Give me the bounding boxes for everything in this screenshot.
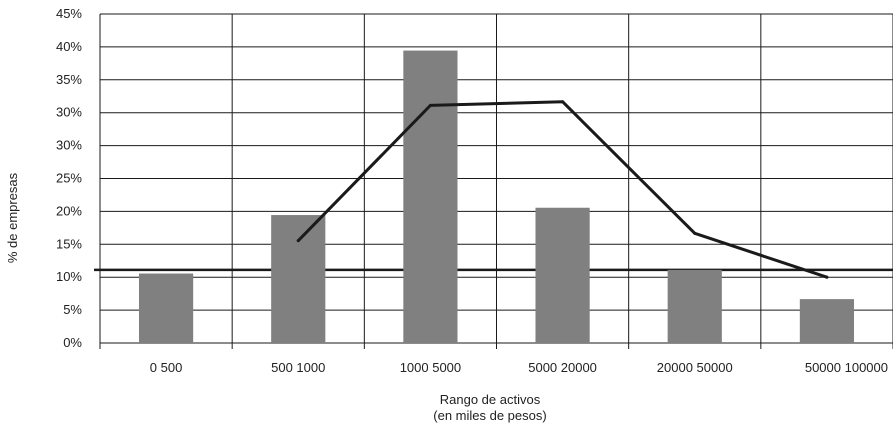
x-tick-label: 1000 5000	[400, 360, 461, 375]
y-tick-label: 30%	[56, 105, 82, 120]
x-tick-label: 5000 20000	[528, 360, 597, 375]
y-tick-label: 20%	[56, 203, 82, 218]
grid-layer	[94, 13, 893, 349]
x-tick-labels: 0 500 500 1000 1000 5000 5000 20000 20000 50…	[150, 360, 888, 375]
y-tick-label: 40%	[56, 39, 82, 54]
x-tick-label: 500 1000	[271, 360, 325, 375]
y-tick-label: 15%	[56, 236, 82, 251]
bar-4	[535, 207, 590, 343]
x-tick-label: 50000 100000	[805, 360, 888, 375]
line-point-1	[296, 239, 300, 243]
line-point-4	[693, 231, 697, 235]
x-axis-title: Rango de activos	[440, 392, 541, 407]
y-tick-label: 30%	[56, 138, 82, 153]
y-tick-label: 10%	[56, 269, 82, 284]
line-point-2	[428, 103, 432, 107]
bar-5	[667, 269, 722, 343]
x-tick-label: 0 500	[150, 360, 183, 375]
bar-2	[271, 215, 326, 343]
bar-6	[799, 299, 855, 343]
y-tick-labels: 0% 5% 10% 15% 20% 25% 30% 30% 35% 40% 45%	[56, 6, 82, 350]
y-tick-label: 5%	[63, 302, 82, 317]
bar-1	[138, 273, 194, 343]
y-axis-title: % de empresas	[5, 172, 20, 263]
line-point-3	[561, 100, 565, 104]
bar-3	[403, 50, 458, 344]
y-tick-label: 35%	[56, 72, 82, 87]
bars-layer	[138, 50, 855, 344]
x-axis-subtitle: (en miles de pesos)	[433, 408, 546, 423]
x-tick-label: 20000 50000	[657, 360, 733, 375]
y-tick-label: 25%	[56, 171, 82, 186]
line-layer	[296, 100, 829, 279]
line-point-5	[825, 275, 829, 279]
y-tick-label: 0%	[63, 335, 82, 350]
y-tick-label: 45%	[56, 6, 82, 21]
